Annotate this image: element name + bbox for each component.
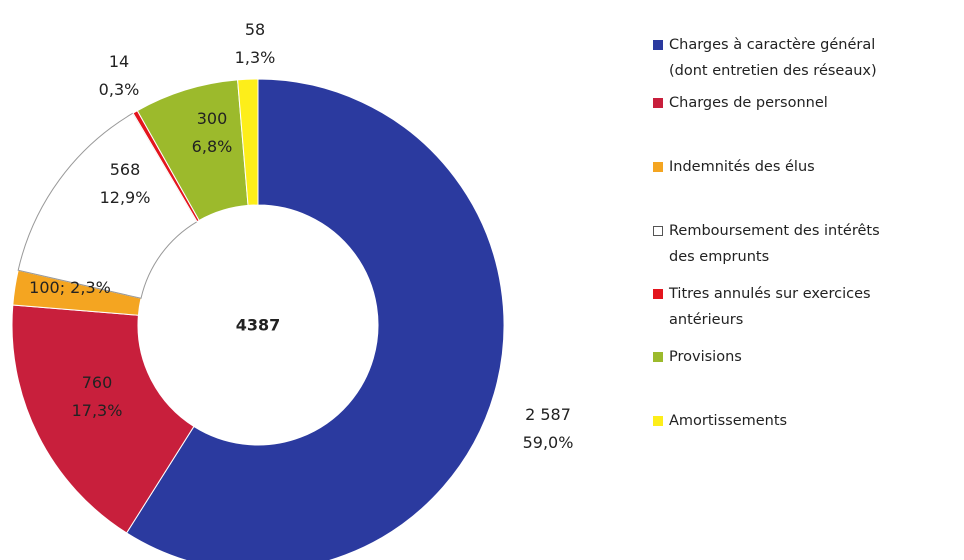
legend-swatch [653, 98, 663, 108]
value-label: 58 1,3% [235, 20, 276, 67]
value-label: 14 0,3% [99, 52, 140, 99]
value-label: 760 17,3% [72, 373, 123, 420]
donut-total: 4387 [236, 316, 281, 335]
legend-label: Provisions [669, 349, 742, 365]
legend-label: Remboursement des intérêts des emprunts [669, 223, 880, 265]
legend-label: Titres annulés sur exercices antérieurs [669, 286, 871, 328]
donut-slice [11, 304, 195, 534]
legend-label: Charges de personnel [669, 95, 828, 111]
value-label: 568 12,9% [100, 160, 151, 207]
legend-item: Provisions [653, 344, 742, 370]
legend-label: Charges à caractère général (dont entret… [669, 37, 877, 79]
legend-swatch [653, 226, 663, 236]
value-label: 2 587 59,0% [523, 405, 574, 452]
donut-slice [125, 78, 505, 560]
legend-item: Charges à caractère général (dont entret… [653, 32, 877, 84]
legend-swatch [653, 40, 663, 50]
legend-item: Indemnités des élus [653, 154, 815, 180]
donut-slice [237, 78, 259, 206]
value-label: 100; 2,3% [29, 278, 111, 297]
legend-item: Remboursement des intérêts des emprunts [653, 218, 880, 270]
donut-slice [17, 112, 198, 299]
legend-swatch [653, 289, 663, 299]
legend-item: Amortissements [653, 408, 787, 434]
legend-label: Indemnités des élus [669, 159, 815, 175]
legend-label: Amortissements [669, 413, 788, 429]
legend-swatch [653, 162, 663, 172]
value-label: 300 6,8% [192, 109, 233, 156]
legend-item: Titres annulés sur exercices antérieurs [653, 281, 871, 333]
legend-swatch [653, 352, 663, 362]
legend-item: Charges de personnel [653, 90, 828, 116]
legend-swatch [653, 416, 663, 426]
